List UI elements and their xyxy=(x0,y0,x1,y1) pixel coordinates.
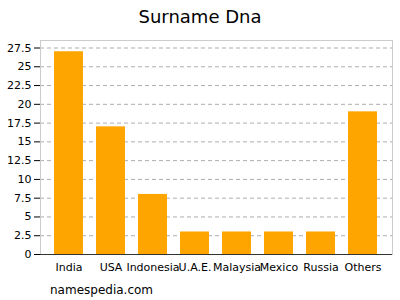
svg-text:15: 15 xyxy=(18,135,32,148)
svg-text:Malaysia: Malaysia xyxy=(213,261,261,274)
svg-text:U.A.E.: U.A.E. xyxy=(179,261,212,274)
svg-text:22.5: 22.5 xyxy=(7,79,32,92)
svg-text:25: 25 xyxy=(18,60,32,73)
svg-text:5: 5 xyxy=(25,210,32,223)
svg-text:Russia: Russia xyxy=(303,261,338,274)
svg-text:2.5: 2.5 xyxy=(14,229,32,242)
svg-text:7.5: 7.5 xyxy=(14,192,32,205)
svg-text:Indonesia: Indonesia xyxy=(126,261,179,274)
html-text:Surname Dna: Surname Dna xyxy=(138,6,262,27)
svg-text:USA: USA xyxy=(100,261,123,274)
html-text:namespedia.com: namespedia.com xyxy=(50,283,153,297)
svg-text:0: 0 xyxy=(25,248,32,261)
svg-text:12.5: 12.5 xyxy=(7,154,32,167)
svg-text:Others: Others xyxy=(345,261,382,274)
svg-text:10: 10 xyxy=(18,173,32,186)
svg-text:Mexico: Mexico xyxy=(260,261,299,274)
svg-text:27.5: 27.5 xyxy=(7,42,32,55)
svg-text:India: India xyxy=(56,261,83,274)
svg-text:17.5: 17.5 xyxy=(7,117,32,130)
svg-text:20: 20 xyxy=(18,98,32,111)
